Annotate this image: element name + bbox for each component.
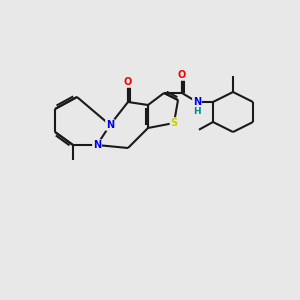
Text: S: S (170, 118, 178, 128)
Text: O: O (178, 70, 186, 80)
Text: N: N (193, 97, 201, 107)
Text: N: N (106, 120, 114, 130)
Text: O: O (124, 77, 132, 87)
Text: N: N (93, 140, 101, 150)
Text: H: H (193, 106, 201, 116)
